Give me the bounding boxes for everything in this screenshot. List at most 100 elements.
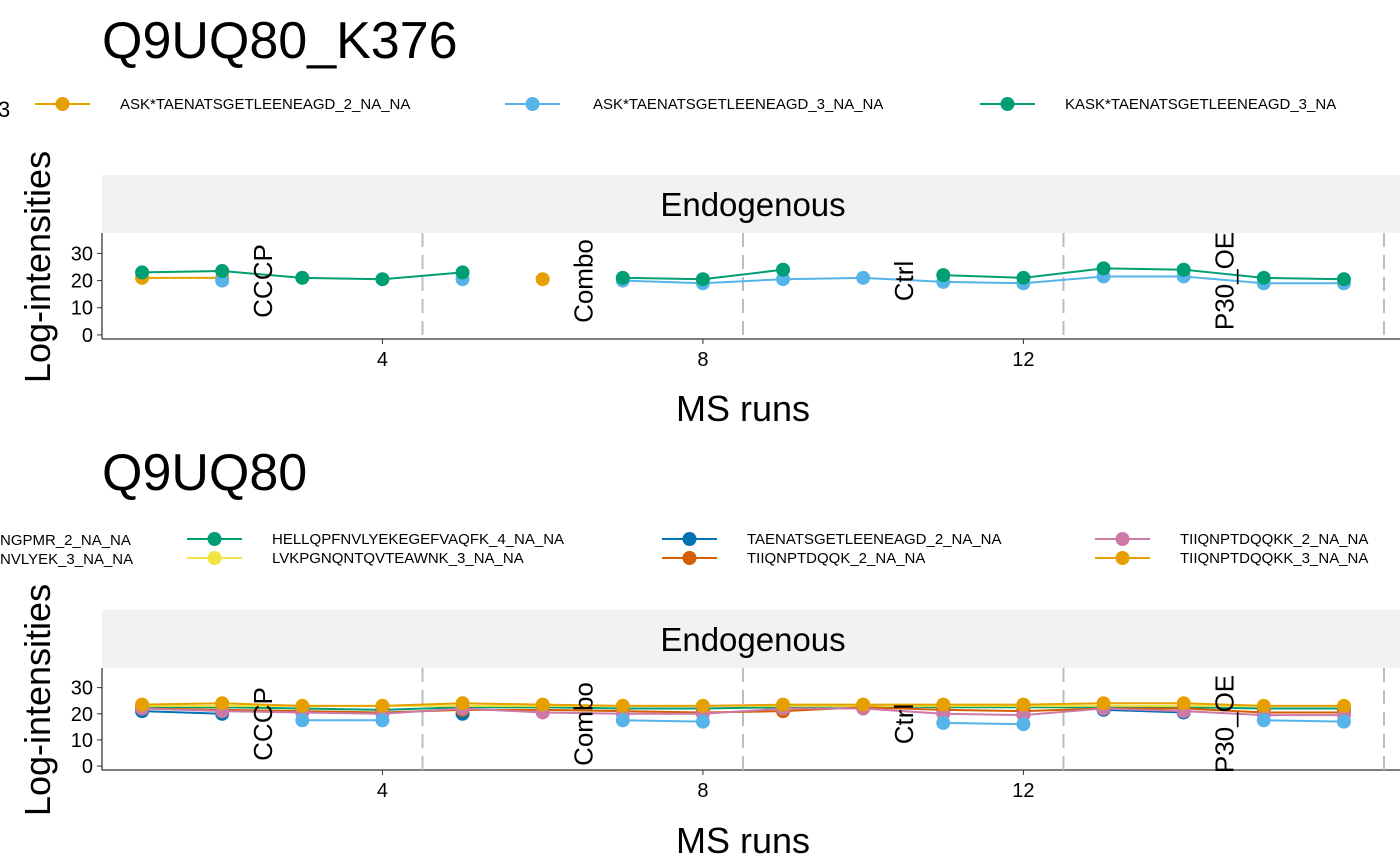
data-point: [695, 714, 710, 729]
legend-label: ASK*TAENATSGETLEENEAGD_2_NA_NA: [120, 96, 410, 113]
data-point: [1016, 717, 1031, 732]
legend-item: ASK*TAENATSGETLEENEAGD_3_NA_NA: [505, 96, 883, 113]
data-point: [295, 698, 310, 713]
data-point: [135, 697, 150, 712]
chart-title: Q9UQ80: [102, 444, 307, 502]
series-line: [142, 702, 1344, 707]
legend-label: TIIQNPTDQQK_2_NA_NA: [747, 550, 925, 567]
legend-cutoff-label: NGPMR_2_NA_NA: [0, 532, 131, 549]
legend-label: TAENATSGETLEENEAGD_2_NA_NA: [747, 531, 1002, 548]
data-point: [455, 696, 470, 711]
data-point: [936, 268, 951, 283]
y-tick-label: 0: [82, 325, 93, 347]
facet-strip: [102, 610, 1400, 668]
series-line: [622, 719, 703, 723]
data-point: [1256, 698, 1271, 713]
data-point: [936, 715, 951, 730]
series-line: [943, 267, 1344, 281]
condition-label: P30_OE: [1210, 232, 1240, 330]
legend-key-point: [1115, 551, 1130, 565]
data-point: [375, 698, 390, 713]
x-tick-label: 8: [697, 780, 708, 802]
data-point: [295, 713, 310, 728]
condition-label: Ctrl: [889, 261, 919, 301]
condition-label: P30_OE: [1210, 675, 1240, 773]
data-point: [1176, 262, 1191, 277]
data-point: [615, 713, 630, 728]
x-tick-label: 4: [377, 780, 388, 802]
data-point: [535, 697, 550, 712]
series-line: [943, 721, 1024, 726]
legend-key-point: [682, 532, 697, 546]
data-point: [1016, 270, 1031, 285]
condition-label: Ctrl: [889, 704, 919, 744]
data-point: [375, 272, 390, 287]
legend-key-point: [1115, 532, 1130, 546]
facet-strip: [102, 175, 1400, 233]
legend-cutoff-label: NVLYEK_3_NA_NA: [0, 551, 133, 568]
data-point: [215, 696, 230, 711]
legend-key-point: [525, 97, 540, 111]
data-point: [1256, 713, 1271, 728]
legend-key-point: [207, 532, 222, 546]
plot-area: [135, 233, 1385, 339]
y-tick-label: 0: [82, 756, 93, 778]
data-point: [615, 270, 630, 285]
condition-label: Combo: [569, 239, 599, 323]
y-tick-label: 10: [71, 298, 93, 320]
legend-label: TIIQNPTDQQKK_2_NA_NA: [1180, 531, 1368, 548]
y-tick-label: 20: [71, 704, 93, 726]
legend-item: ASK*TAENATSGETLEENEAGD_2_NA_NA: [35, 96, 410, 113]
data-point: [535, 272, 550, 287]
legend-key-point: [682, 551, 697, 565]
data-point: [1096, 261, 1111, 276]
series-line: [142, 704, 1344, 711]
series: [295, 713, 1351, 732]
data-point: [695, 698, 710, 713]
condition-label: Combo: [569, 682, 599, 766]
legend-cutoff-label: 3: [0, 97, 10, 122]
legend-key-point: [207, 551, 222, 565]
legend-key-point: [1000, 97, 1015, 111]
series-line: [142, 710, 223, 715]
data-point: [1096, 696, 1111, 711]
legend-item: TIIQNPTDQQK_2_NA_NA: [662, 550, 925, 567]
legend-item: TIIQNPTDQQKK_2_NA_NA: [1095, 531, 1368, 548]
panel-2: Q9UQ80 NGPMR_2_NA_NA NVLYEK_3_NA_NA HELLQPF…: [0, 444, 1400, 861]
y-axis-title: Log-intensities: [17, 151, 58, 383]
x-tick-label: 4: [377, 349, 388, 371]
series-line: [142, 707, 1344, 717]
data-point: [1336, 714, 1351, 729]
data-point: [856, 697, 871, 712]
data-point: [1256, 270, 1271, 285]
series: [135, 261, 1351, 287]
x-axis-title: MS runs: [676, 388, 810, 429]
legend-item: LVKPGNQNTQVTEAWNK_3_NA_NA: [187, 550, 524, 567]
data-point: [936, 697, 951, 712]
data-point: [776, 262, 791, 277]
data-point: [215, 264, 230, 279]
legend-key-point: [55, 97, 70, 111]
data-point: [776, 697, 791, 712]
y-tick-label: 30: [71, 678, 93, 700]
y-axis-title: Log-intensities: [17, 584, 58, 816]
legend-item: HELLQPFNVLYEKEGEFVAQFK_4_NA_NA: [187, 531, 564, 548]
y-tick-label: 20: [71, 271, 93, 293]
series-line: [1263, 719, 1344, 723]
legend-label: HELLQPFNVLYEKEGEFVAQFK_4_NA_NA: [272, 531, 564, 548]
data-point: [1336, 698, 1351, 713]
condition-label: CCCP: [248, 244, 278, 318]
legend-label: KASK*TAENATSGETLEENEAGD_3_NA: [1065, 96, 1336, 113]
x-tick-label: 8: [697, 349, 708, 371]
legend-label: TIIQNPTDQQKK_3_NA_NA: [1180, 550, 1368, 567]
chart-title: Q9UQ80_K376: [102, 12, 458, 70]
data-point: [1336, 272, 1351, 287]
legend-item: TAENATSGETLEENEAGD_2_NA_NA: [662, 531, 1002, 548]
series: [135, 696, 1351, 713]
data-point: [1176, 696, 1191, 711]
data-point: [856, 270, 871, 285]
x-tick-label: 12: [1012, 780, 1034, 802]
condition-label: CCCP: [248, 687, 278, 761]
data-point: [1016, 697, 1031, 712]
